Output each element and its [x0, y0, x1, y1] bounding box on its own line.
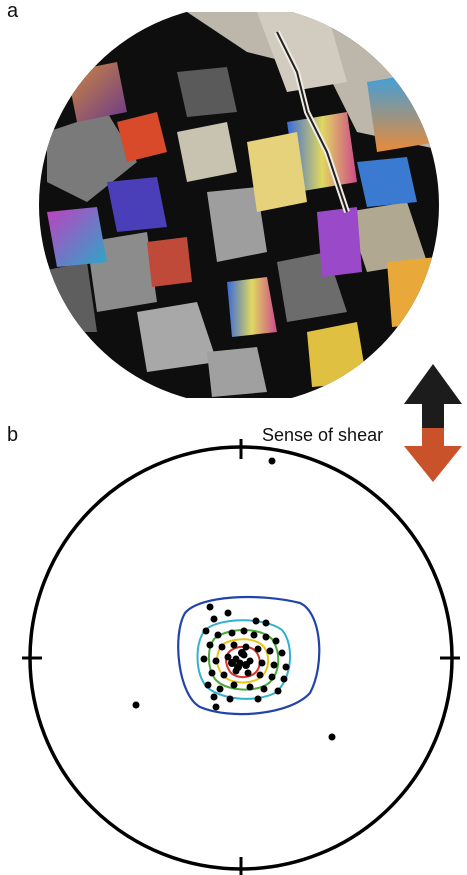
contour-blue	[177, 595, 321, 716]
panel-label-a: a	[7, 0, 19, 22]
contour-green	[207, 629, 280, 691]
sense-of-shear-label: Sense of shear	[262, 425, 384, 445]
contour-red	[225, 645, 261, 679]
primitive-circle	[28, 445, 454, 871]
pole-points	[132, 457, 336, 741]
arrow-down-icon	[404, 428, 462, 482]
panel-label-b: b	[7, 424, 19, 446]
micrograph-image	[39, 12, 439, 398]
contour-yellow	[216, 638, 270, 684]
arrow-up-icon	[404, 364, 462, 428]
stereonet	[22, 439, 460, 875]
shear-arrows	[404, 364, 462, 482]
